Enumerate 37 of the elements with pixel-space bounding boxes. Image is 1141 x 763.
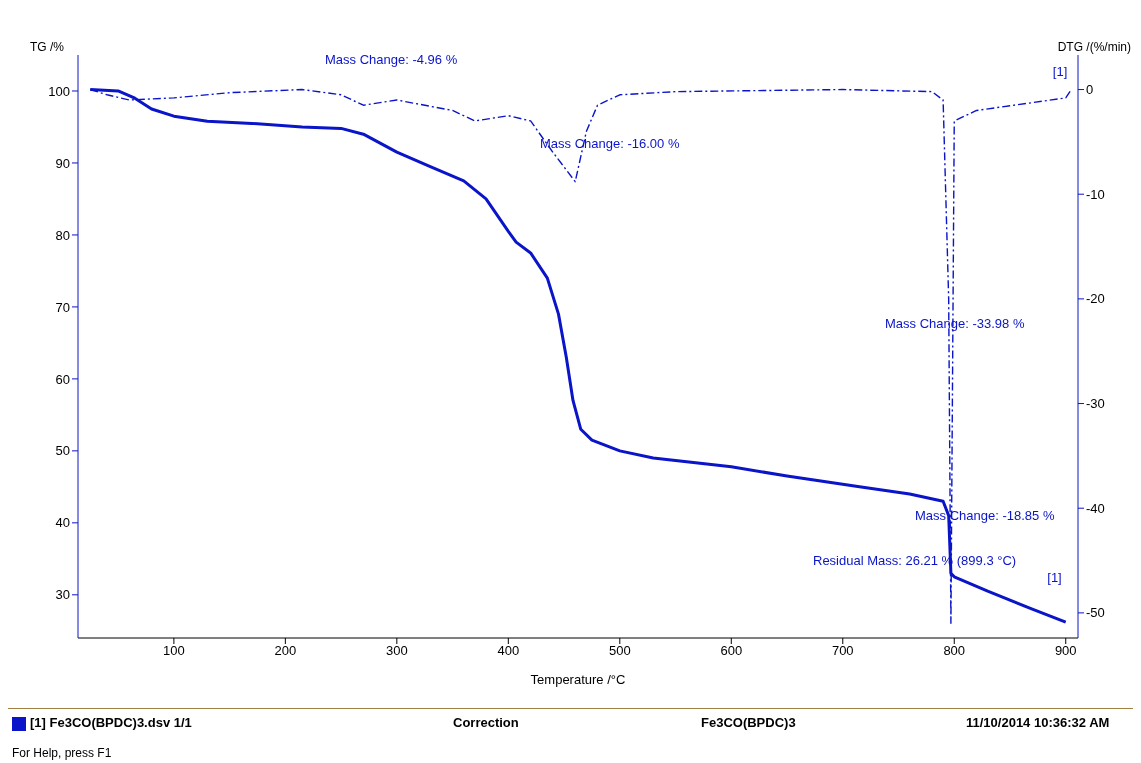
x-tick-label: 700 — [831, 643, 854, 659]
x-axis-title: Temperature /°C — [530, 672, 626, 687]
text: [1] Fe3CO(BPDC)3.dsv 1/1 — [30, 715, 192, 730]
y2-tick-label: -10 — [1086, 186, 1105, 202]
y-tick-label: 40 — [55, 515, 70, 531]
annotation: Mass Change: -4.96 % — [325, 52, 458, 67]
y-tick-label: 90 — [55, 155, 70, 171]
y-tick-label: 100 — [48, 83, 70, 99]
text: Correction — [453, 715, 519, 730]
y2-tick-label: -20 — [1086, 291, 1105, 307]
text: Fe3CO(BPDC)3 — [701, 715, 796, 730]
y-tick-label: 70 — [55, 299, 70, 315]
y-tick-label: 50 — [55, 443, 70, 459]
text: 11/10/2014 10:36:32 AM — [966, 715, 1110, 730]
annotation: Mass Change: -18.85 % — [915, 508, 1055, 523]
y2-tick-label: -40 — [1086, 500, 1105, 516]
x-tick-label: 100 — [163, 643, 185, 659]
y2-tick-label: -50 — [1086, 605, 1105, 621]
x-tick-label: 600 — [720, 643, 743, 659]
series-label: [1] — [1052, 63, 1068, 79]
text: [1] — [1047, 570, 1062, 586]
annotation: Mass Change: -33.98 % — [885, 316, 1025, 331]
x-tick-label: 500 — [608, 643, 631, 659]
y-tick-label: 60 — [55, 371, 70, 387]
x-tick-label: 200 — [274, 643, 297, 659]
x-tick-label: 300 — [385, 643, 408, 659]
text: For Help, press F1 — [12, 746, 112, 760]
y-tick-label: 30 — [55, 587, 70, 603]
y2-tick-label: -30 — [1086, 396, 1105, 412]
x-tick-label: 400 — [497, 643, 520, 659]
x-tick-label: 800 — [943, 643, 966, 659]
y2-tick-label: 0 — [1086, 82, 1094, 98]
x-tick-label: 900 — [1054, 643, 1077, 659]
y2-axis-title: DTG /(%/min) — [1057, 40, 1131, 54]
annotation: Mass Change: -16.00 % — [540, 136, 680, 151]
y-axis-title: TG /% — [30, 40, 65, 54]
y-tick-label: 80 — [55, 227, 70, 243]
